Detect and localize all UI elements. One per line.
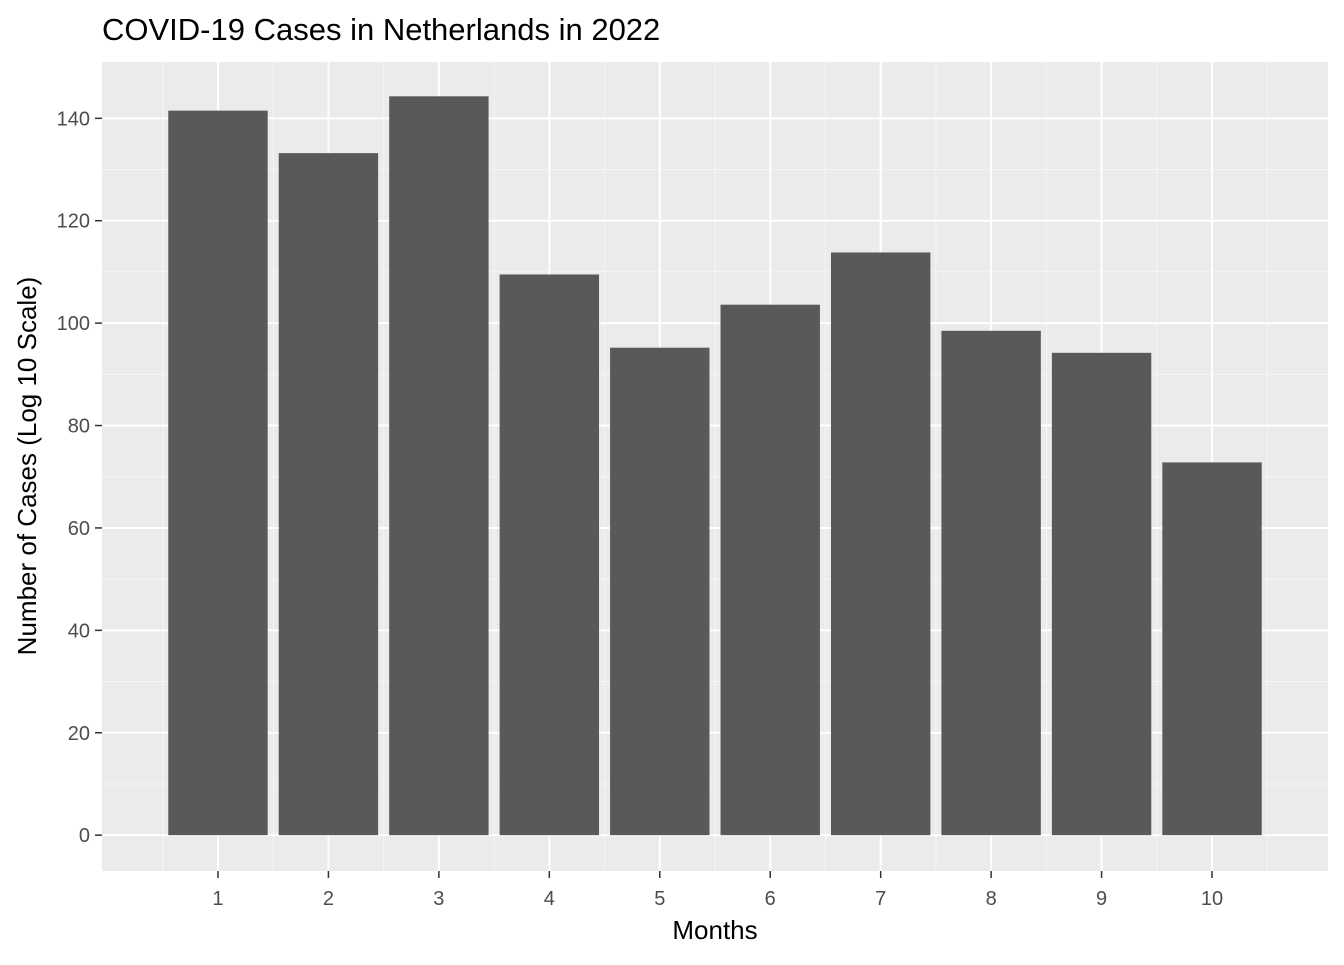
x-axis: 1 2 3 4 5 6 7 8 9 10 [212,871,1223,910]
bar-1 [168,110,268,836]
x-tick-label: 3 [433,888,444,910]
y-tick-label: 120 [57,211,90,233]
bar-4 [499,274,600,836]
bar-6 [720,304,820,836]
x-tick-label: 1 [212,888,223,910]
y-tick-label: 40 [68,620,90,642]
bar-3 [389,96,489,836]
x-tick-label: 5 [654,888,665,910]
x-tick-label: 10 [1201,888,1223,910]
y-tick-label: 0 [79,825,90,847]
bar-2 [278,153,379,836]
y-axis: 0 20 40 60 80 100 120 140 [57,108,102,847]
bars [168,96,1262,836]
bar-5 [610,347,710,836]
x-tick-label: 7 [875,888,886,910]
x-tick-label: 4 [544,888,555,910]
y-tick-label: 60 [68,518,90,540]
y-tick-label: 20 [68,723,90,745]
bar-10 [1162,462,1262,836]
bar-8 [941,330,1041,836]
y-tick-label: 140 [57,108,90,130]
bar-7 [830,252,931,836]
y-tick-label: 100 [57,313,90,335]
y-tick-label: 80 [68,416,90,438]
x-tick-label: 2 [323,888,334,910]
x-tick-label: 6 [765,888,776,910]
x-axis-title: Months [672,915,757,945]
y-axis-title: Number of Cases (Log 10 Scale) [12,277,42,656]
x-tick-label: 9 [1096,888,1107,910]
bar-9 [1051,352,1152,836]
x-tick-label: 8 [986,888,997,910]
chart-title: COVID-19 Cases in Netherlands in 2022 [102,12,660,47]
